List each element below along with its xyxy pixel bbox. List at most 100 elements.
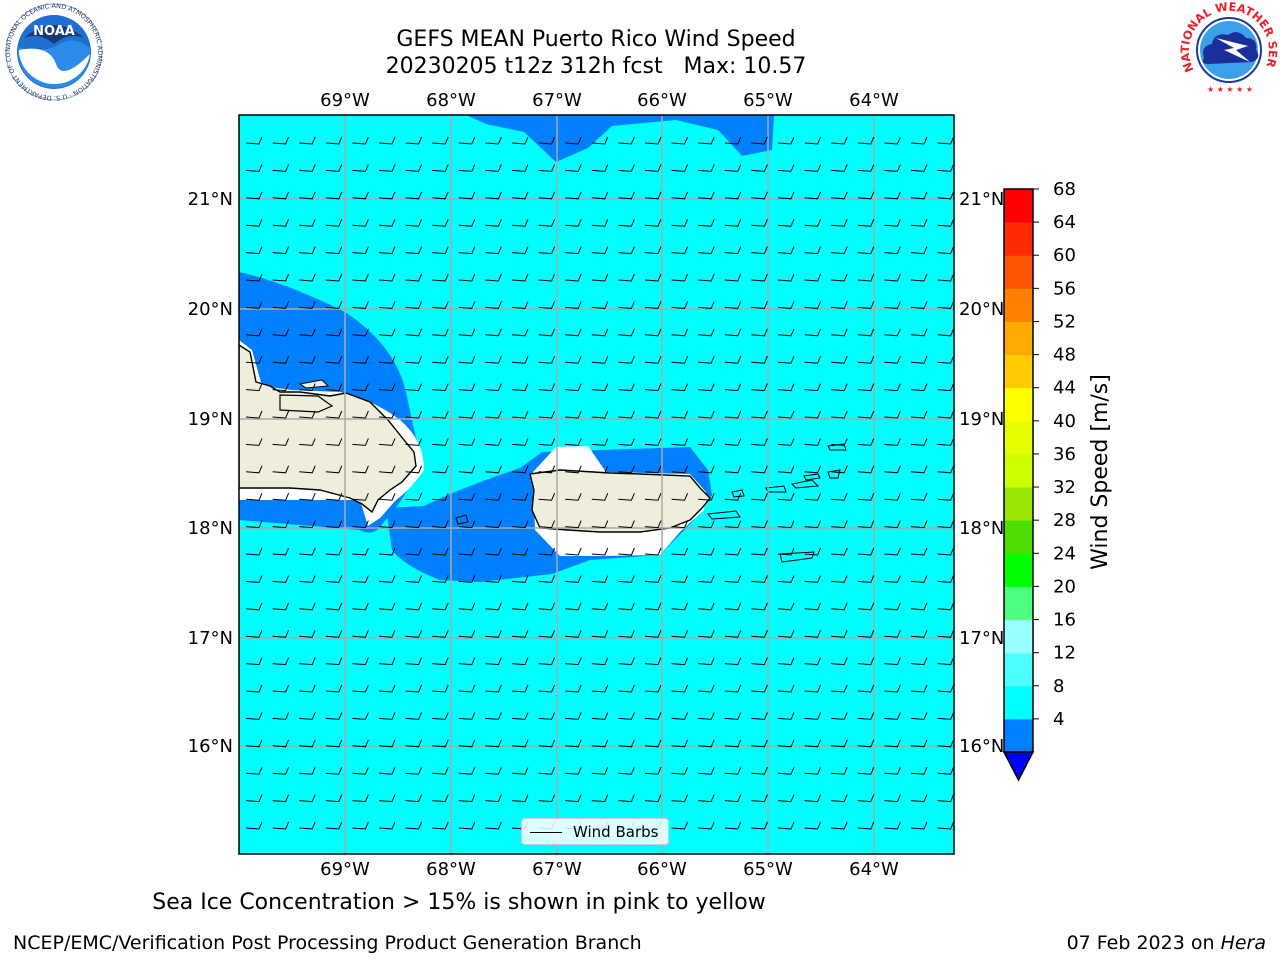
colorbar-tick-label: 52 <box>1053 311 1076 332</box>
wind-barb <box>352 328 369 337</box>
wind-barbs <box>245 136 954 830</box>
wind-barb <box>698 657 715 666</box>
wind-barb <box>511 219 529 227</box>
wind-barb <box>538 767 556 775</box>
wind-barb <box>751 602 768 611</box>
wind-barb <box>405 684 423 693</box>
wind-barb <box>432 164 449 172</box>
wind-barb <box>618 301 635 309</box>
wind-barb <box>644 136 662 145</box>
wind-barb <box>272 493 290 501</box>
wind-barb <box>777 684 795 693</box>
wind-barb <box>804 356 822 364</box>
wind-barb <box>245 767 263 775</box>
wind-barb <box>910 356 928 364</box>
nws-logo: NATIONAL WEATHER SERVICE ★ ★ ★ ★ ★ <box>1176 0 1280 94</box>
wind-barb <box>910 410 928 419</box>
wind-barb <box>565 794 582 803</box>
wind-barb <box>724 438 742 446</box>
wind-barb <box>458 520 476 529</box>
wind-barb <box>671 191 689 200</box>
colorbar-tick-label: 48 <box>1053 345 1076 366</box>
wind-barb <box>910 739 928 748</box>
wind-barb <box>884 136 901 145</box>
wind-barb <box>432 493 449 501</box>
wind-barb <box>538 273 556 282</box>
wind-barb <box>325 356 343 364</box>
wind-barb <box>724 767 742 775</box>
wind-barb <box>432 684 449 693</box>
wind-barb <box>299 657 316 666</box>
wind-barb <box>644 767 662 775</box>
wind-barb <box>698 821 715 830</box>
wind-barb <box>299 520 316 529</box>
wind-barb <box>511 767 529 775</box>
wind-barb <box>325 684 343 693</box>
wind-barb <box>432 712 449 720</box>
lon-label-top: 65°W <box>743 90 793 111</box>
wind-barb <box>618 575 635 583</box>
wind-barb <box>299 602 316 611</box>
footer-date: 07 Feb 2023 on Hera <box>1067 932 1266 954</box>
wind-barb <box>485 794 502 803</box>
wind-barb <box>724 794 742 803</box>
wind-barb <box>857 684 875 693</box>
wind-barb <box>857 273 875 282</box>
wind-barb <box>565 575 582 583</box>
wind-barb <box>777 383 795 392</box>
wind-barb <box>671 273 689 282</box>
wind-barb <box>724 520 742 529</box>
wind-barb <box>591 712 609 720</box>
wind-barb <box>751 356 768 364</box>
wind-barb <box>671 602 689 611</box>
wind-barb <box>751 246 768 255</box>
wind-barb <box>671 219 689 227</box>
wind-barb <box>751 520 768 529</box>
wind-barb <box>671 520 689 529</box>
wind-barb <box>618 684 635 693</box>
wind-barb <box>777 328 795 337</box>
wind-barb <box>299 739 316 748</box>
colorbar-block <box>1004 487 1033 521</box>
longitude-labels-bottom: 69°W 68°W 67°W 66°W 65°W 64°W <box>320 859 899 880</box>
lat-label-right: 20°N <box>959 299 1004 320</box>
wind-barb <box>272 219 290 227</box>
colorbar-block <box>1004 718 1033 753</box>
wind-barb <box>245 520 263 529</box>
wind-barb <box>777 136 795 145</box>
colorbar-block <box>1004 553 1033 587</box>
wind-barb <box>299 246 316 255</box>
wind-barb <box>618 356 635 364</box>
wind-barb <box>804 410 822 419</box>
wind-barb <box>751 684 768 693</box>
wind-barb <box>937 493 954 501</box>
land-tortuga <box>298 379 330 389</box>
wind-barb <box>698 575 715 583</box>
wind-barb <box>724 684 742 693</box>
wind-barb <box>405 273 423 282</box>
colorbar-tick-label: 16 <box>1053 610 1076 631</box>
wind-barb <box>591 136 609 145</box>
wind-barb <box>618 164 635 172</box>
wind-barb <box>698 547 715 556</box>
wind-barb <box>831 794 848 803</box>
wind-barb <box>751 191 768 200</box>
wind-barb <box>272 657 290 666</box>
colorbar-tick-label: 60 <box>1053 245 1076 266</box>
wind-barb <box>884 684 901 693</box>
wind-barb <box>831 383 848 392</box>
wind-barb <box>804 821 822 830</box>
wind-barb <box>751 821 768 830</box>
wind-barb <box>910 602 928 611</box>
wind-barb <box>804 164 822 172</box>
wind-barb <box>724 219 742 227</box>
wind-barb <box>831 191 848 200</box>
wind-barb <box>325 547 343 556</box>
wind-barb <box>618 794 635 803</box>
colorbar-tick-label: 12 <box>1053 643 1076 664</box>
wind-barb <box>485 410 502 419</box>
wind-barb <box>724 493 742 501</box>
wind-barb <box>591 465 609 474</box>
wind-barb <box>910 767 928 775</box>
wind-barb <box>618 191 635 200</box>
